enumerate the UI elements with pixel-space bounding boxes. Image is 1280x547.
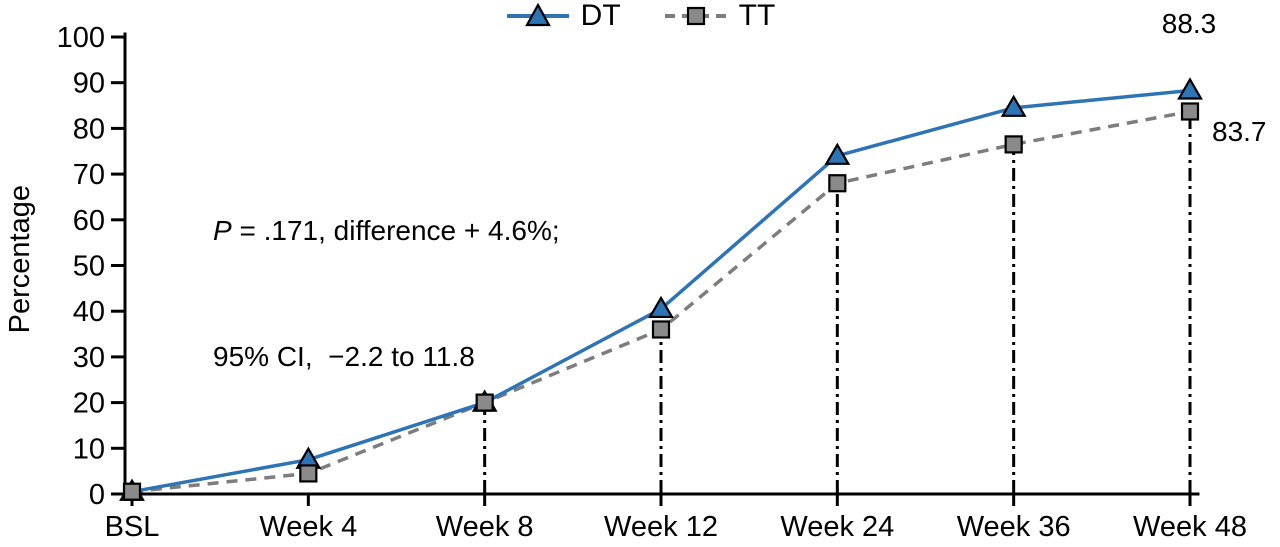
y-tick-label: 0 (89, 479, 105, 511)
tt-marker (828, 174, 847, 193)
legend-item-tt: TT (663, 0, 776, 33)
tt-marker (1180, 102, 1200, 121)
p-value-symbol: P (213, 215, 232, 246)
annotation-line-2: 95% CI, −2.2 to 11.8 (213, 341, 475, 372)
x-tick-label: Week 8 (436, 511, 534, 543)
end-label-tt: 83.7 (1212, 116, 1267, 147)
y-tick-label: 10 (73, 433, 105, 465)
y-tick-label: 90 (73, 68, 105, 100)
legend-label-dt: DT (580, 0, 621, 32)
stats-annotation: P = .171, difference + 4.6%; 95% CI, −2.… (213, 126, 560, 462)
tt-marker (122, 482, 142, 501)
y-tick-label: 80 (73, 113, 105, 145)
legend-item-dt: DT (505, 0, 621, 33)
tt-marker (299, 464, 318, 483)
tt-legend-marker (686, 6, 705, 26)
y-tick-label: 70 (73, 159, 105, 191)
y-tick-label: 30 (73, 342, 105, 374)
tt-marker (1004, 135, 1023, 154)
y-tick-label: 40 (73, 296, 105, 328)
x-tick-label: BSL (105, 511, 160, 543)
annotation-line-1-text: = .171, difference + 4.6%; (231, 215, 560, 246)
y-tick-label: 20 (73, 388, 105, 420)
dt-marker (1177, 77, 1203, 100)
dt-line-triangle-icon (506, 3, 569, 27)
x-tick-label: Week 4 (259, 511, 357, 543)
end-label-dt: 88.3 (1161, 8, 1217, 39)
x-tick-label: Week 36 (957, 511, 1071, 543)
y-axis-title: Percentage (4, 185, 36, 334)
x-tick-label: Week 24 (780, 511, 894, 543)
tt-marker (475, 393, 494, 412)
dt-marker (824, 142, 851, 165)
dt-legend-marker (524, 3, 551, 27)
dt-marker (1000, 94, 1027, 117)
y-tick-label: 60 (73, 205, 105, 237)
y-tick-label: 100 (57, 22, 105, 54)
annotation-line-1: P = .171, difference + 4.6%; (213, 210, 560, 252)
tt-line-square-icon (664, 6, 727, 26)
legend-label-tt: TT (738, 0, 776, 32)
x-tick-label: Week 48 (1133, 511, 1247, 543)
dt-marker (648, 295, 674, 319)
x-tick-label: Week 12 (604, 511, 718, 543)
y-tick-label: 50 (73, 251, 105, 283)
chart-legend: DT TT (0, 0, 1280, 32)
tt-marker (651, 320, 671, 339)
